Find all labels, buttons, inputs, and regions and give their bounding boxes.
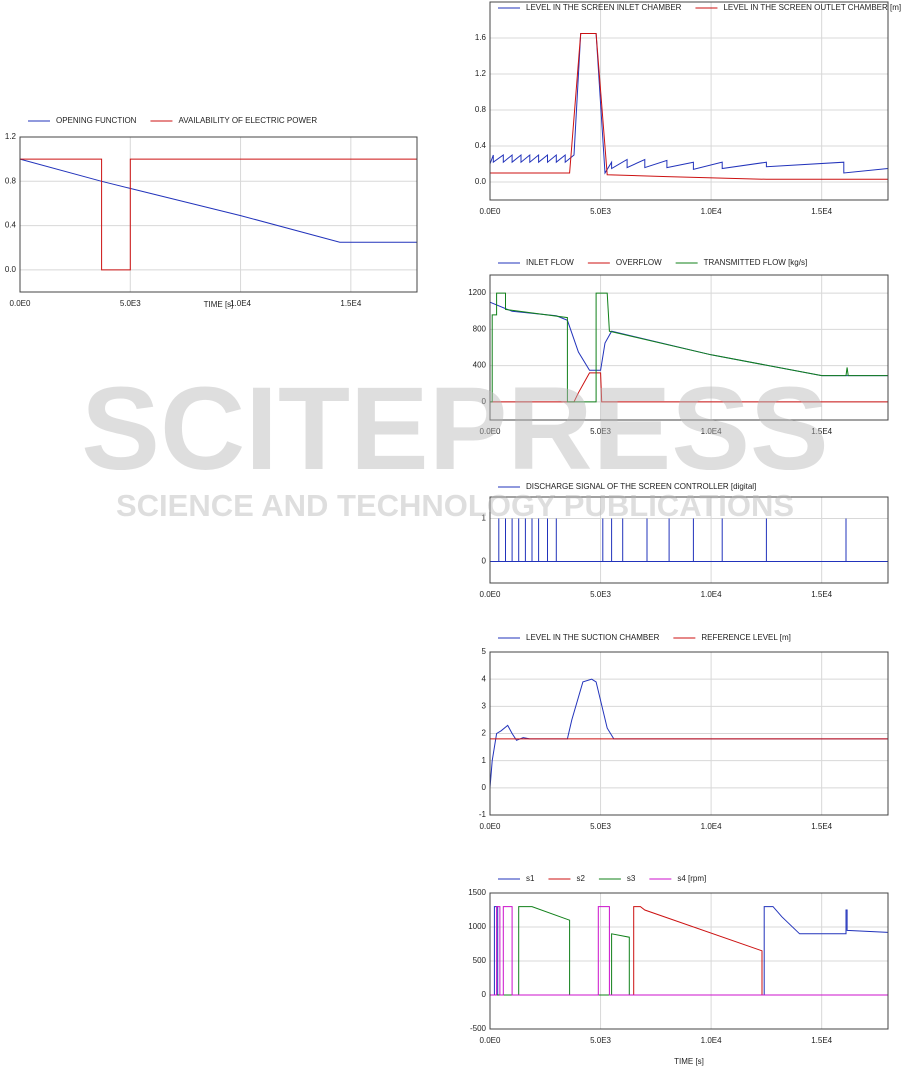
x-tick-label: 5.0E3 [590, 822, 611, 831]
data-line [490, 33, 888, 180]
x-tick-label: 1.5E4 [811, 590, 832, 599]
legend-label: LEVEL IN THE SCREEN INLET CHAMBER [526, 3, 682, 12]
plot-frame [19, 136, 418, 293]
data-line [490, 906, 888, 996]
y-tick-label: 0.0 [5, 265, 17, 274]
chart: 0.0E0 5.0E3 1.0E4 1.5E4 -1 0 1 2 3 4 5 LEVEL IN THE… [479, 633, 889, 831]
x-axis-label: TIME [s] [204, 300, 234, 309]
legend-label: DISCHARGE SIGNAL OF THE SCREEN CONTROLLE… [526, 482, 756, 491]
x-tick-label: 5.0E3 [590, 207, 611, 216]
chart: 0.0E0 5.0E3 1.0E4 1.5E4 0.0 0.4 0.8 1.2 OPENING … [5, 116, 418, 309]
y-tick-label: 0 [482, 990, 487, 999]
y-tick-label: 0.4 [475, 141, 487, 150]
data-line [20, 158, 417, 271]
data-line [490, 906, 888, 996]
data-line [19, 158, 417, 243]
watermark-title: SCITEPRESS [81, 363, 829, 495]
y-tick-label: 2 [482, 729, 487, 738]
x-tick-label: 5.0E3 [590, 1036, 611, 1045]
x-tick-label: 1.0E4 [701, 590, 722, 599]
x-tick-label: 0.0E0 [480, 1036, 501, 1045]
x-axis-label: TIME [s] [674, 1057, 704, 1066]
y-tick-label: 1 [482, 756, 487, 765]
y-tick-label: 400 [473, 361, 487, 370]
x-tick-label: 0.0E0 [480, 590, 501, 599]
x-tick-label: 1.0E4 [230, 299, 251, 308]
legend-label: s3 [627, 874, 636, 883]
x-tick-label: 5.0E3 [590, 427, 611, 436]
y-tick-label: 0.0 [475, 177, 487, 186]
data-line [490, 906, 889, 996]
data-line [490, 292, 888, 403]
legend-label: TRANSMITTED FLOW [kg/s] [704, 258, 808, 267]
chart: 0.0E0 5.0E3 1.0E4 1.5E4 0 1 DISCHARGE SIGNAL O… [480, 482, 889, 599]
x-tick-label: 1.5E4 [811, 427, 832, 436]
plot-frame [489, 274, 889, 421]
y-tick-label: 500 [473, 956, 487, 965]
plot-frame [489, 892, 889, 1030]
watermark-subtitle: SCIENCE AND TECHNOLOGY PUBLICATIONS [116, 488, 794, 523]
y-tick-label: 1.2 [475, 69, 487, 78]
plot-frame [489, 1, 889, 201]
y-tick-label: 1200 [468, 288, 486, 297]
x-tick-label: 0.0E0 [480, 207, 501, 216]
x-tick-label: 1.0E4 [701, 1036, 722, 1045]
y-tick-label: 0.8 [475, 105, 487, 114]
x-tick-label: 0.0E0 [480, 822, 501, 831]
x-tick-label: 1.0E4 [701, 427, 722, 436]
legend-label: AVAILABILITY OF ELECTRIC POWER [178, 116, 317, 125]
x-tick-label: 0.0E0 [480, 427, 501, 436]
x-tick-label: 1.5E4 [811, 1036, 832, 1045]
data-line [490, 906, 888, 996]
chart: 0.0E0 5.0E3 1.0E4 1.5E4 -500 0 500 1000 1500 s1 s2… [468, 874, 889, 1066]
x-tick-label: 1.0E4 [701, 207, 722, 216]
legend-label: s4 [rpm] [677, 874, 706, 883]
legend-label: LEVEL IN THE SCREEN OUTLET CHAMBER [m] [723, 3, 901, 12]
plot-frame [489, 651, 889, 816]
x-tick-label: 1.5E4 [811, 822, 832, 831]
plot-frame [489, 496, 889, 584]
legend-label: REFERENCE LEVEL [m] [701, 633, 791, 642]
legend-label: s1 [526, 874, 535, 883]
y-tick-label: -1 [479, 810, 487, 819]
y-tick-label: 4 [482, 674, 487, 683]
y-tick-label: 800 [473, 324, 487, 333]
y-tick-label: 0 [482, 783, 487, 792]
y-tick-label: 0 [482, 557, 487, 566]
y-tick-label: 5 [482, 647, 487, 656]
legend-label: LEVEL IN THE SUCTION CHAMBER [526, 633, 660, 642]
x-tick-label: 5.0E3 [590, 590, 611, 599]
x-tick-label: 1.0E4 [701, 822, 722, 831]
y-tick-label: 0.4 [5, 221, 17, 230]
y-tick-label: 1000 [468, 922, 486, 931]
data-line [489, 33, 889, 175]
x-tick-label: 5.0E3 [120, 299, 141, 308]
y-tick-label: 0 [482, 397, 487, 406]
x-tick-label: 1.5E4 [811, 207, 832, 216]
legend-label: INLET FLOW [526, 258, 574, 267]
y-tick-label: 1.2 [5, 132, 17, 141]
legend-label: s2 [576, 874, 585, 883]
y-tick-label: 0.8 [5, 176, 17, 185]
chart: 0.0E0 5.0E3 1.0E4 1.5E4 0 400 800 1200 INLET FLO… [468, 258, 889, 436]
data-line [490, 518, 888, 562]
y-tick-label: 1 [482, 514, 487, 523]
x-tick-label: 1.5E4 [340, 299, 361, 308]
legend-label: OPENING FUNCTION [56, 116, 137, 125]
y-tick-label: 3 [482, 701, 487, 710]
chart: 0.0E0 5.0E3 1.0E4 1.5E4 0.0 0.4 0.8 1.2 1.6 LEVEL… [475, 1, 901, 216]
y-tick-label: 1.6 [475, 33, 487, 42]
x-tick-label: 0.0E0 [10, 299, 31, 308]
legend-label: OVERFLOW [616, 258, 662, 267]
y-tick-label: 1500 [468, 888, 486, 897]
y-tick-label: -500 [470, 1024, 487, 1033]
